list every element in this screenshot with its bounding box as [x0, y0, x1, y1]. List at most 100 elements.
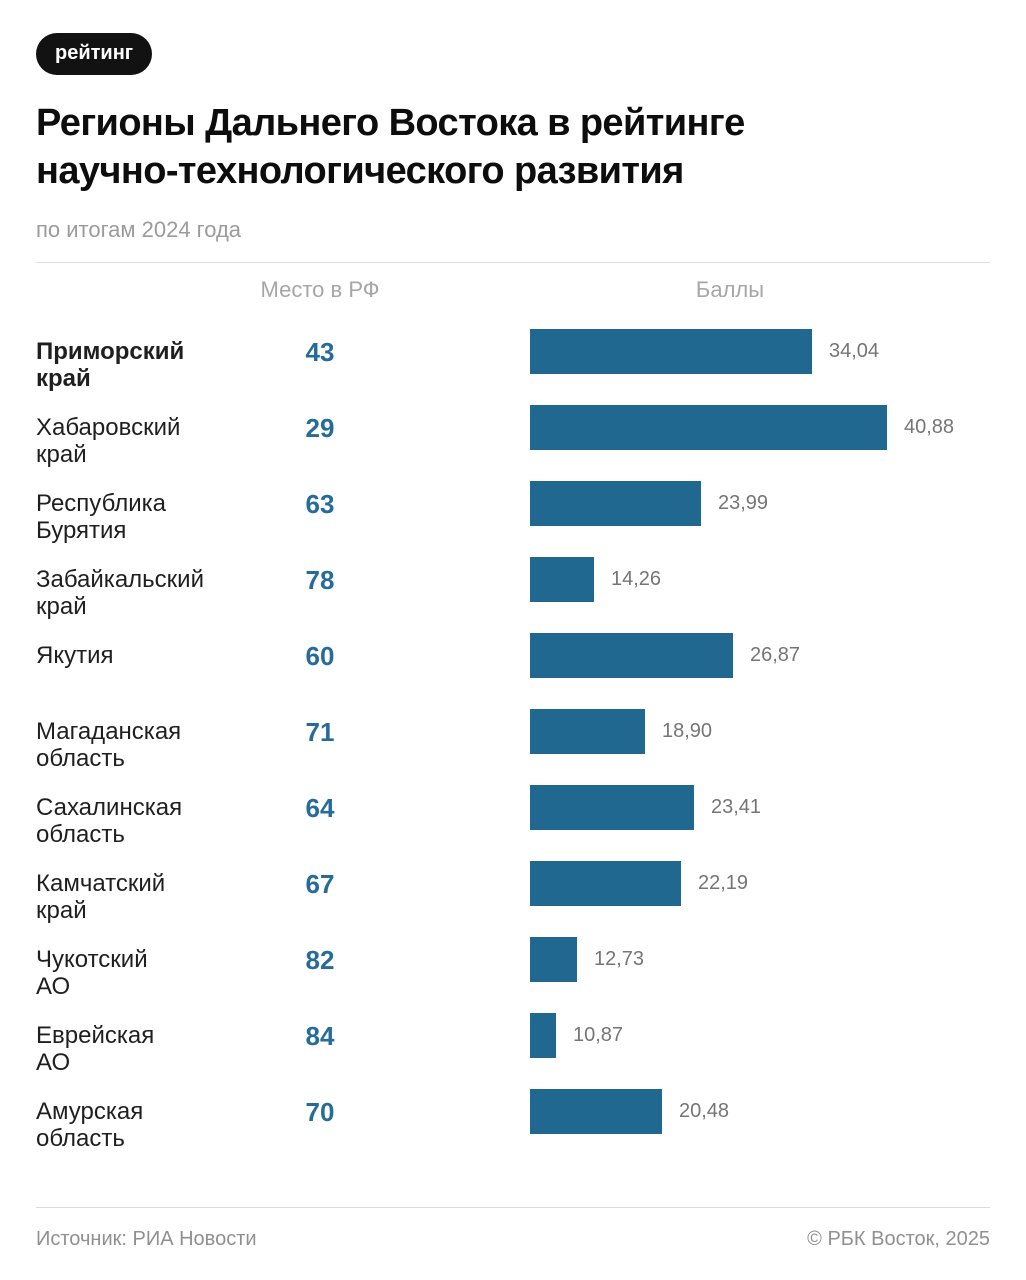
table-row: Магаданская область 71 18,90: [36, 709, 990, 772]
score-label: 23,99: [718, 492, 769, 514]
score-label: 40,88: [904, 416, 955, 438]
region-name-line: АО: [36, 1049, 71, 1076]
rank-value: 84: [305, 1021, 335, 1051]
score-label: 10,87: [573, 1024, 624, 1046]
region-name-line: область: [36, 821, 125, 848]
copyright: © РБК Восток, 2025: [807, 1228, 990, 1250]
region-name-line: область: [36, 1125, 125, 1152]
source-credit: Источник: РИА Новости: [36, 1228, 257, 1250]
title-line-1: Регионы Дальнего Востока в рейтинге: [36, 102, 745, 144]
bar-cell: 18,90: [530, 709, 990, 754]
score-column-header: Баллы: [695, 277, 765, 302]
rank-value: 64: [305, 793, 335, 823]
score-label: 26,87: [750, 644, 801, 666]
region-name: Амурская область: [36, 1089, 248, 1152]
top-divider: [36, 262, 990, 263]
title-line-2: научно-технологического развития: [36, 150, 684, 192]
score-bar: [530, 785, 694, 830]
rank-value: 63: [305, 489, 335, 519]
bar-cell: 34,04: [530, 329, 990, 374]
region-name-line: АО: [36, 973, 71, 1000]
region-name-line: край: [36, 365, 91, 392]
score-bar: [530, 1089, 662, 1134]
table-row: Амурская область 70 20,48: [36, 1089, 990, 1152]
region-name-line: Магаданская: [36, 718, 182, 745]
score-label: 14,26: [611, 568, 662, 590]
table-row: Сахалинская область 64 23,41: [36, 785, 990, 848]
footer: Источник: РИА Новости © РБК Восток, 2025: [36, 1228, 990, 1251]
rank-value: 43: [305, 337, 335, 367]
table-row: Камчатский край 67 22,19: [36, 861, 990, 924]
score-bar: [530, 329, 812, 374]
table-row: Якутия 60 26,87: [36, 633, 990, 696]
bar-cell: 10,87: [530, 1013, 990, 1058]
score-bar: [530, 937, 577, 982]
region-name: Магаданская область: [36, 709, 248, 772]
region-name-line: край: [36, 897, 87, 924]
table-row: Хабаровский край 29 40,88: [36, 405, 990, 468]
region-name: Еврейская АО: [36, 1013, 248, 1076]
region-name-line: Амурская: [36, 1098, 144, 1125]
rank-value: 82: [305, 945, 335, 975]
bar-cell: 23,99: [530, 481, 990, 526]
subtitle: по итогам 2024 года: [36, 217, 242, 242]
score-bar: [530, 861, 681, 906]
bar-cell: 40,88: [530, 405, 990, 450]
score-bar: [530, 633, 733, 678]
region-name-line: Приморский: [36, 338, 185, 365]
category-badge: рейтинг: [36, 33, 153, 75]
rank-value: 71: [305, 717, 335, 747]
region-name-line: Забайкальский: [36, 566, 204, 593]
score-label: 22,19: [698, 872, 749, 894]
region-name-line: область: [36, 745, 125, 772]
score-label: 34,04: [829, 340, 880, 362]
table-row: Приморский край 43 34,04: [36, 329, 990, 392]
table-header: Место в РФ Баллы: [36, 277, 990, 303]
score-bar: [530, 557, 594, 602]
rank-value: 67: [305, 869, 335, 899]
rank-value: 60: [305, 641, 335, 671]
table-row: Чукотский АО 82 12,73: [36, 937, 990, 1000]
score-label: 23,41: [711, 796, 762, 818]
rank-value: 29: [305, 413, 335, 443]
region-name-line: край: [36, 593, 87, 620]
region-name-line: Еврейская: [36, 1022, 155, 1049]
score-label: 18,90: [662, 720, 713, 742]
region-name: Сахалинская область: [36, 785, 248, 848]
region-name-line: Камчатский: [36, 870, 166, 897]
region-name-line: Республика: [36, 490, 167, 517]
region-name: Забайкальский край: [36, 557, 248, 620]
table-row: Республика Бурятия 63 23,99: [36, 481, 990, 544]
region-name-line: край: [36, 441, 87, 468]
rank-value: 70: [305, 1097, 335, 1127]
region-name-line: Чукотский: [36, 946, 148, 973]
region-column-header: [36, 277, 248, 303]
bar-cell: 23,41: [530, 785, 990, 830]
footer-divider: [36, 1207, 990, 1208]
score-label: 20,48: [679, 1100, 730, 1122]
chart-rows: Приморский край 43 34,04 Хабаровский край …: [36, 329, 990, 1152]
bar-cell: 20,48: [530, 1089, 990, 1134]
rank-column-header: Место в РФ: [260, 277, 380, 302]
region-name-line: Сахалинская: [36, 794, 183, 821]
table-row: Забайкальский край 78 14,26: [36, 557, 990, 620]
score-bar: [530, 481, 701, 526]
table-row: Еврейская АО 84 10,87: [36, 1013, 990, 1076]
region-name: Республика Бурятия: [36, 481, 248, 544]
region-name-line: Бурятия: [36, 517, 127, 544]
region-name: Хабаровский край: [36, 405, 248, 468]
score-bar: [530, 1013, 556, 1058]
rank-value: 78: [305, 565, 335, 595]
region-name: Якутия: [36, 633, 248, 669]
score-bar: [530, 709, 645, 754]
page-title: Регионы Дальнего Востока в рейтинге науч…: [36, 99, 990, 195]
bar-cell: 22,19: [530, 861, 990, 906]
region-name-line: Якутия: [36, 642, 114, 669]
bar-cell: 26,87: [530, 633, 990, 678]
region-name: Приморский край: [36, 329, 248, 392]
region-name: Чукотский АО: [36, 937, 248, 1000]
score-bar: [530, 405, 887, 450]
score-label: 12,73: [594, 948, 645, 970]
bar-cell: 14,26: [530, 557, 990, 602]
bar-cell: 12,73: [530, 937, 990, 982]
